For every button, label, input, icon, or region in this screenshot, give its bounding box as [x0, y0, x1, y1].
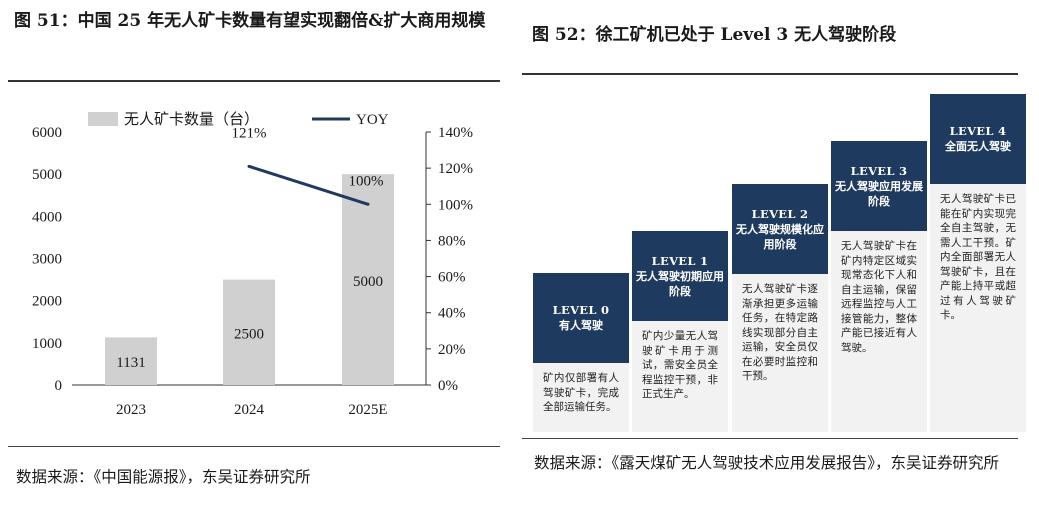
level-3-header: LEVEL 3 无人驾驶应用发展阶段 — [831, 141, 927, 231]
left-axis-tick: 4000 — [32, 209, 62, 225]
bar-2025E — [342, 174, 394, 385]
level-0-description: 矿内仅部署有人驾驶矿卡，完成全部运输任务。 — [533, 363, 629, 432]
right-source-note: 数据来源：《露天煤矿无人驾驶技术应用发展报告》，东吴证券研究所 — [534, 454, 1000, 472]
right-bottom-rule — [522, 438, 1018, 439]
left-figure-title: 图 51：中国 25 年无人矿卡数量有望实现翻倍&扩大商用规模 — [14, 11, 486, 31]
level-name: 无人驾驶规模化应用阶段 — [736, 222, 824, 251]
level-1-header: LEVEL 1 无人驾驶初期应用阶段 — [632, 231, 728, 321]
left-axis-tick: 3000 — [32, 252, 62, 268]
legend-line-label: YOY — [356, 112, 389, 128]
legend-bar-swatch — [88, 112, 118, 126]
yoy-value-label: 121% — [232, 125, 267, 141]
level-4-description: 无人驾驶矿卡已能在矿内实现完全自主驾驶，无需人工干预。矿内全面部署无人驾驶矿卡，… — [930, 184, 1026, 432]
left-axis-tick: 2000 — [32, 294, 62, 310]
x-axis-tick: 2024 — [234, 402, 265, 418]
level-2-header: LEVEL 2 无人驾驶规模化应用阶段 — [732, 184, 828, 274]
x-axis-tick: 2023 — [116, 402, 146, 418]
left-axis-tick: 6000 — [32, 125, 62, 141]
right-axis-tick: 20% — [438, 342, 466, 358]
bar-value-label: 5000 — [353, 274, 383, 290]
bar-2023 — [105, 337, 157, 385]
left-axis-tick: 1000 — [32, 336, 62, 352]
yoy-point — [366, 202, 370, 206]
level-label: LEVEL 2 — [751, 206, 809, 221]
right-figure-title: 图 52：徐工矿机已处于 Level 3 无人驾驶阶段 — [532, 25, 897, 45]
level-2-description: 无人驾驶矿卡逐渐承担更多运输任务，在特定路线实现部分自主运输，安全员仅在必要时监… — [732, 274, 828, 432]
right-axis-tick: 120% — [438, 161, 473, 177]
level-name: 有人驾驶 — [559, 319, 603, 332]
level-label: LEVEL 4 — [949, 124, 1007, 138]
bar-2024 — [223, 279, 275, 385]
left-bottom-rule — [8, 446, 500, 447]
right-axis-tick: 140% — [438, 125, 473, 141]
left-axis-tick: 5000 — [32, 167, 62, 183]
x-axis-tick: 2025E — [348, 402, 387, 418]
level-0-header: LEVEL 0 有人驾驶 — [533, 273, 629, 363]
bar-value-label: 2500 — [234, 326, 264, 342]
level-3-description: 无人驾驶矿卡在矿内特定区域实现常态化下人和自主运输，保留远程监控与人工接管能力，… — [831, 231, 927, 432]
level-name: 全面无人驾驶 — [945, 140, 1011, 153]
right-axis-tick: 100% — [438, 197, 473, 213]
left-source-note: 数据来源：《中国能源报》，东吴证券研究所 — [16, 468, 311, 486]
truck-count-chart: 无人矿卡数量（台） YOY 0100020003000400050006000 … — [32, 111, 473, 418]
level-label: LEVEL 0 — [552, 303, 610, 317]
legend-bar-label: 无人矿卡数量（台） — [124, 111, 259, 128]
level-1-description: 矿内少量无人驾驶矿卡用于测试，需安全员全程监控干预，非正式生产。 — [632, 321, 728, 432]
level-label: LEVEL 3 — [850, 163, 908, 178]
right-axis-tick: 0% — [438, 378, 458, 394]
left-axis-tick: 0 — [55, 378, 63, 394]
right-axis-tick: 40% — [438, 306, 466, 322]
yoy-value-label: 100% — [349, 173, 384, 189]
level-name: 无人驾驶应用发展阶段 — [835, 179, 923, 208]
left-top-rule — [8, 80, 500, 82]
level-label: LEVEL 1 — [651, 253, 709, 268]
yoy-series-line — [248, 164, 369, 206]
level-name: 无人驾驶初期应用阶段 — [636, 269, 724, 298]
level-4-header: LEVEL 4 全面无人驾驶 — [930, 94, 1026, 184]
yoy-point — [247, 164, 251, 168]
bar-value-label: 1131 — [116, 355, 145, 371]
right-axis-tick: 80% — [438, 233, 466, 249]
right-top-rule — [522, 73, 1018, 75]
right-axis-tick: 60% — [438, 270, 466, 286]
